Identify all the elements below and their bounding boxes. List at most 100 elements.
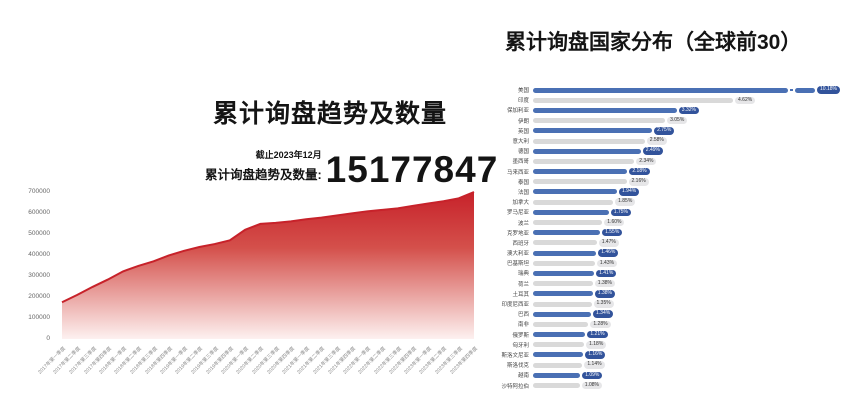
country-value: 2.18% — [629, 167, 650, 176]
country-value: 1.47% — [598, 239, 619, 247]
country-value: 4.62% — [735, 96, 756, 105]
country-bar-zone: 1.16% — [533, 351, 852, 359]
country-bar-zone: 2.18% — [533, 167, 852, 176]
country-label: 南非 — [517, 322, 529, 329]
country-value: 1.28% — [590, 320, 611, 329]
country-label: 美国 — [517, 88, 529, 95]
country-bar — [533, 128, 653, 134]
country-bar-zone: 1.28% — [533, 320, 852, 329]
country-label: 罗马尼亚 — [506, 210, 529, 217]
country-label: 匈牙利 — [512, 342, 529, 349]
country-bar-zone: 1.75% — [533, 208, 852, 217]
y-axis-tick: 700000 — [28, 188, 50, 195]
country-bar — [533, 270, 595, 276]
country-row: 罗马尼亚 1.75% — [495, 207, 852, 217]
country-bar — [533, 169, 628, 175]
country-row: 意大利 2.58% — [495, 136, 852, 146]
country-value: 1.41% — [596, 269, 617, 278]
country-row: 越南 1.09% — [495, 370, 852, 380]
country-label: 德国 — [517, 149, 529, 156]
country-label: 俄罗斯 — [512, 332, 529, 339]
country-bar — [533, 291, 593, 297]
country-row: 西班牙 1.47% — [495, 238, 852, 248]
y-axis-tick: 100000 — [28, 314, 50, 321]
country-label: 荷兰 — [517, 281, 529, 288]
country-value: 1.09% — [582, 371, 603, 380]
trend-plot-area — [56, 186, 480, 344]
country-bar-truncated — [533, 87, 788, 93]
country-value: 2.16% — [628, 178, 649, 186]
country-value: 1.94% — [619, 188, 640, 196]
country-bar — [533, 107, 677, 113]
country-value: 1.14% — [584, 361, 605, 369]
country-bar — [533, 352, 584, 358]
geo-chart-title: 累计询盘国家分布（全球前30） — [505, 31, 802, 54]
y-axis-tick: 400000 — [28, 251, 50, 258]
y-axis-tick: 200000 — [28, 293, 50, 300]
country-label: 英国 — [517, 128, 529, 135]
country-bar — [533, 311, 591, 317]
country-row: 波兰 1.60% — [495, 217, 852, 227]
country-row: 荷兰 1.38% — [495, 279, 852, 289]
country-value: 1.35% — [593, 300, 614, 308]
trend-line — [61, 191, 475, 304]
trend-chart: 0 100000 200000 300000 400000 500000 600000 700… — [8, 186, 486, 406]
country-value: 3.05% — [667, 116, 688, 125]
trend-y-axis: 0 100000 200000 300000 400000 500000 600000 700… — [8, 186, 50, 346]
country-row: 美国 10.18% — [495, 85, 852, 95]
country-bar — [533, 342, 585, 348]
country-label: 土耳其 — [512, 291, 529, 298]
country-value: 1.46% — [598, 249, 619, 257]
country-row: 斯洛文尼亚 1.16% — [495, 350, 852, 360]
country-value: 1.08% — [581, 381, 602, 390]
country-label: 保加利亚 — [506, 108, 529, 115]
country-bar-zone: 1.38% — [533, 290, 852, 298]
country-label: 法国 — [517, 189, 529, 196]
country-bar — [533, 240, 597, 246]
stat-asof-label: 截止2023年12月 — [255, 150, 322, 160]
country-value: 1.21% — [587, 330, 608, 339]
country-bar-zone: 1.55% — [533, 228, 852, 237]
country-label: 印度 — [517, 98, 529, 105]
country-value: 2.49% — [642, 147, 663, 155]
country-row: 巴基斯坦 1.43% — [495, 258, 852, 268]
country-row: 伊朗 3.05% — [495, 116, 852, 126]
trend-area-fill — [62, 192, 474, 339]
country-bar — [533, 118, 666, 124]
country-value: 10.18% — [817, 86, 840, 94]
country-bar-zone: 1.85% — [533, 198, 852, 206]
country-row: 沙特阿拉伯 1.08% — [495, 380, 852, 390]
country-bar-zone: 1.94% — [533, 188, 852, 196]
trend-chart-title: 累计询盘趋势及数量 — [212, 100, 447, 128]
bar-break-mark — [790, 89, 793, 91]
country-label: 印度尼西亚 — [501, 302, 529, 309]
y-axis-tick: 300000 — [28, 272, 50, 279]
country-bar — [533, 321, 589, 327]
country-value: 1.60% — [604, 218, 625, 227]
country-label: 加拿大 — [512, 200, 529, 207]
y-axis-tick: 500000 — [28, 230, 50, 237]
trend-stat-labels: 截止2023年12月 累计询盘趋势及数量: — [205, 148, 322, 183]
country-row: 巴西 1.34% — [495, 309, 852, 319]
country-bar — [533, 230, 601, 236]
country-row: 瑞典 1.41% — [495, 268, 852, 278]
trend-x-axis: 2017年第一季度 2017年第二季度 2017年第三季度 2017年第四季度 2018… — [37, 186, 480, 376]
country-value: 1.38% — [594, 290, 615, 298]
country-bar — [533, 179, 627, 185]
country-bar-zone: 4.62% — [533, 96, 852, 105]
country-bar — [533, 260, 595, 266]
country-label: 马来西亚 — [506, 169, 529, 176]
country-bar — [533, 332, 586, 338]
country-label: 墨西哥 — [512, 159, 529, 166]
country-label: 波兰 — [517, 220, 529, 227]
country-row: 斯洛伐克 1.14% — [495, 360, 852, 370]
country-bar — [533, 158, 635, 164]
country-bar-zone: 2.75% — [533, 127, 852, 135]
country-value: 1.18% — [586, 341, 607, 349]
country-bar — [533, 301, 592, 307]
country-label: 泰国 — [517, 179, 529, 186]
country-label: 巴基斯坦 — [506, 261, 529, 268]
country-label: 意大利 — [512, 139, 529, 146]
country-bar — [533, 148, 641, 154]
